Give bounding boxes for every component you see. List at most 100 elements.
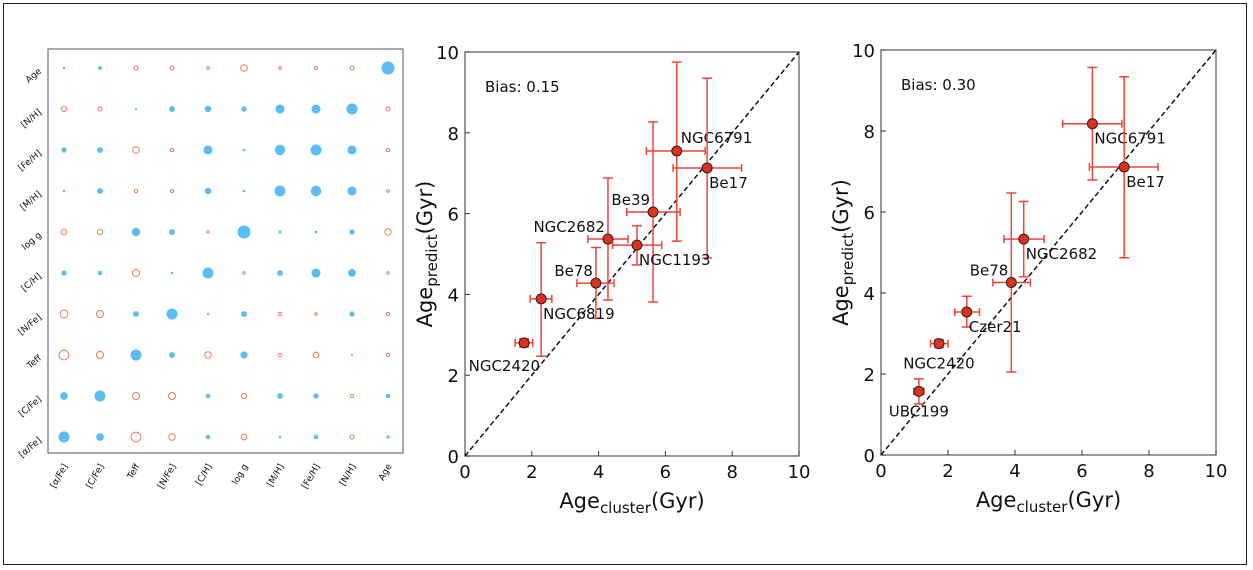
point-label: NGC2682 <box>1026 245 1098 263</box>
row-label: [α/Fe] <box>17 436 44 461</box>
x-tick-label: 4 <box>1009 461 1020 482</box>
x-tick-label: 6 <box>660 462 671 483</box>
row-label: [C/H] <box>20 272 44 295</box>
point-label: NGC6791 <box>1094 130 1166 148</box>
correlation-dot-negative <box>240 392 248 400</box>
correlation-dot-positive <box>202 267 214 279</box>
correlation-dot-positive <box>241 311 247 317</box>
correlation-dot-positive <box>278 230 282 234</box>
correlation-dot-positive <box>61 147 67 153</box>
correlation-dot-positive <box>348 269 356 277</box>
correlation-dot-positive <box>242 189 246 193</box>
figure-border <box>3 3 1247 565</box>
correlation-dot-positive <box>277 393 283 399</box>
column-label: [M/H] <box>266 463 287 489</box>
correlation-dot-negative <box>240 433 248 441</box>
correlation-dot-negative <box>313 65 319 71</box>
bias-annotation: Bias: 0.15 <box>485 78 560 96</box>
correlation-dot-negative <box>349 65 355 71</box>
correlation-dot-positive <box>310 185 322 197</box>
correlation-dot-positive <box>349 311 355 317</box>
row-label: Teff <box>25 353 45 372</box>
y-axis-label-unit: (Gyr) <box>413 181 437 235</box>
correlation-dot-positive <box>97 188 103 194</box>
y-axis-label-main: Age <box>413 287 437 328</box>
correlation-dot-negative <box>277 352 283 358</box>
correlation-dot-negative <box>278 66 282 70</box>
correlation-dot-positive <box>385 393 391 399</box>
correlation-dot-negative <box>131 268 141 278</box>
identity-line <box>464 51 800 457</box>
correlation-dot-negative <box>206 66 210 70</box>
y-tick-label: 6 <box>448 205 459 226</box>
x-axis-label-main: Age <box>976 488 1017 512</box>
correlation-dot-positive <box>349 229 355 235</box>
scatter-panel-1: 0 2 4 6 8 10 0 2 4 6 8 10 Bias: 0.15 NGC6791 Be17 Be39 N… <box>413 43 810 517</box>
correlation-dot-positive <box>169 229 175 235</box>
correlation-dot-negative <box>167 391 177 401</box>
correlation-dot-negative <box>385 106 391 112</box>
column-label: [α/Fe] <box>49 463 71 491</box>
correlation-dot-positive <box>205 434 211 440</box>
data-point <box>671 145 683 157</box>
correlation-dot-positive <box>97 270 103 276</box>
y-tick-label: 10 <box>436 43 459 64</box>
column-label: Age <box>377 462 395 482</box>
correlation-dot-positive <box>311 268 321 278</box>
column-label: [C/H] <box>194 463 214 488</box>
y-axis-label-main: Age <box>829 285 853 326</box>
x-tick-label: 6 <box>1076 461 1087 482</box>
row-label: [Fe/H] <box>17 149 44 174</box>
row-label: [C/Fe] <box>17 395 44 420</box>
correlation-dot-positive <box>242 148 246 152</box>
scatter-panel-2: 0 2 4 6 8 10 0 2 4 6 8 10 Bias: 0.30 NGC6791 Be17 NGC26… <box>829 41 1227 516</box>
y-tick-label: 8 <box>864 122 875 143</box>
correlation-dot-positive <box>350 353 354 357</box>
matrix-frame <box>47 48 404 454</box>
y-tick-label: 0 <box>864 446 875 467</box>
correlation-dot-positive <box>60 392 68 400</box>
data-point <box>961 306 973 318</box>
y-tick-label: 10 <box>852 41 875 62</box>
correlation-dot-negative <box>385 147 391 153</box>
point-label: NGC2420 <box>903 355 975 373</box>
y-axis-label-subscript: predict <box>839 233 857 286</box>
correlation-dot-negative <box>95 309 105 319</box>
data-point <box>933 338 945 350</box>
correlation-dot-positive <box>347 186 357 196</box>
correlation-dot-positive <box>166 308 178 320</box>
correlation-dot-positive <box>278 435 282 439</box>
x-tick-label: 8 <box>1143 461 1154 482</box>
x-axis-label-unit: (Gyr) <box>651 489 705 513</box>
point-label: UBC199 <box>889 402 949 420</box>
point-label: Be17 <box>1126 173 1165 191</box>
correlation-dot-negative <box>277 311 283 317</box>
row-label: [N/Fe] <box>17 313 44 338</box>
correlation-dot-positive <box>206 312 210 316</box>
correlation-dot-negative <box>312 351 320 359</box>
correlation-dot-negative <box>204 351 212 359</box>
x-axis-label-subscript: cluster <box>1016 498 1068 516</box>
data-point <box>1118 161 1130 173</box>
correlation-dot-positive <box>205 393 211 399</box>
correlation-dot-positive <box>240 351 248 359</box>
row-label: [N/H] <box>19 108 43 131</box>
x-axis-label-unit: (Gyr) <box>1067 488 1121 512</box>
correlation-dot-positive <box>386 435 390 439</box>
correlation-dot-negative <box>132 146 140 154</box>
correlation-dot-negative <box>206 230 210 234</box>
x-tick-label: 10 <box>1205 461 1228 482</box>
point-label: NGC1193 <box>639 251 711 269</box>
x-tick-label: 8 <box>726 462 737 483</box>
row-label: [M/H] <box>19 190 44 213</box>
correlation-dot-positive <box>169 106 175 112</box>
x-tick-label: 2 <box>526 462 537 483</box>
column-label: log g <box>231 463 251 487</box>
y-tick-label: 2 <box>448 366 459 387</box>
correlation-dot-negative <box>240 64 248 72</box>
y-axis-label: Agepredict(Gyr) <box>413 181 441 328</box>
x-tick-label: 10 <box>788 462 811 483</box>
correlation-dot-positive <box>131 227 141 237</box>
correlation-dot-positive <box>94 390 106 402</box>
data-point <box>1018 233 1030 245</box>
